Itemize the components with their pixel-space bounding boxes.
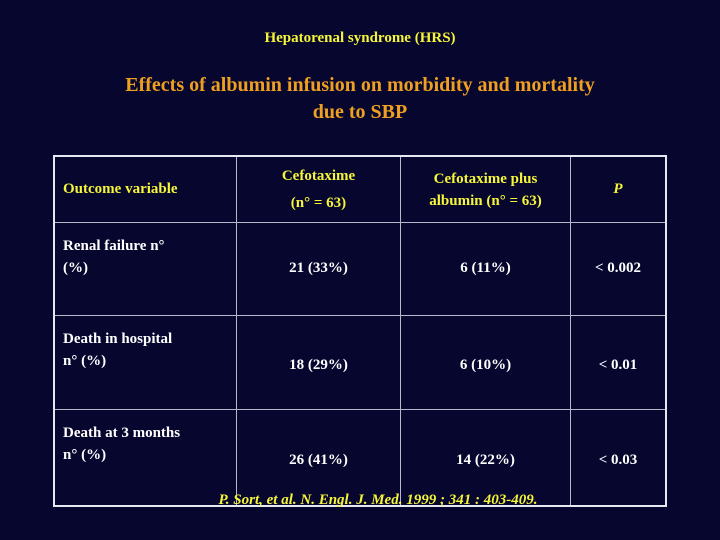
cefotaxime-value: 26 (41%) <box>236 409 401 507</box>
p-value: < 0.03 <box>570 409 667 507</box>
title-line-1: Effects of albumin infusion on morbidity… <box>125 74 595 96</box>
table-row: Death in hospital n° (%) 18 (29%) 6 (10%… <box>53 315 667 410</box>
row-label: Renal failure n° (%) <box>53 222 237 316</box>
row-label: Death at 3 months n° (%) <box>53 409 237 507</box>
cefotaxime-value: 21 (33%) <box>236 222 401 316</box>
header-p-value: P <box>570 155 667 223</box>
table-row: Death at 3 months n° (%) 26 (41%) 14 (22… <box>53 409 667 507</box>
cefotaxime-albumin-value: 14 (22%) <box>400 409 571 507</box>
cefotaxime-albumin-value: 6 (10%) <box>400 315 571 410</box>
cefotaxime-value: 18 (29%) <box>236 315 401 410</box>
title-line-2: due to SBP <box>312 101 408 123</box>
slide-subtitle: Hepatorenal syndrome (HRS) <box>264 30 456 46</box>
slide-title: Effects of albumin infusion on morbidity… <box>0 72 720 126</box>
cefotaxime-albumin-value: 6 (11%) <box>400 222 571 316</box>
table-row: Renal failure n° (%) 21 (33%) 6 (11%) < … <box>53 222 667 316</box>
header-cefotaxime-plus-albumin: Cefotaxime plus albumin (n° = 63) <box>400 155 571 223</box>
row-label: Death in hospital n° (%) <box>53 315 237 410</box>
p-value: < 0.01 <box>570 315 667 410</box>
outcomes-table: Outcome variable Cefotaxime (n° = 63) Ce… <box>53 155 667 507</box>
header-outcome-variable: Outcome variable <box>53 155 237 223</box>
table-header-row: Outcome variable Cefotaxime (n° = 63) Ce… <box>53 155 667 223</box>
p-value: < 0.002 <box>570 222 667 316</box>
citation: P. Sort, et al. N. Engl. J. Med. 1999 ; … <box>218 492 538 508</box>
header-cefotaxime: Cefotaxime (n° = 63) <box>236 155 401 223</box>
